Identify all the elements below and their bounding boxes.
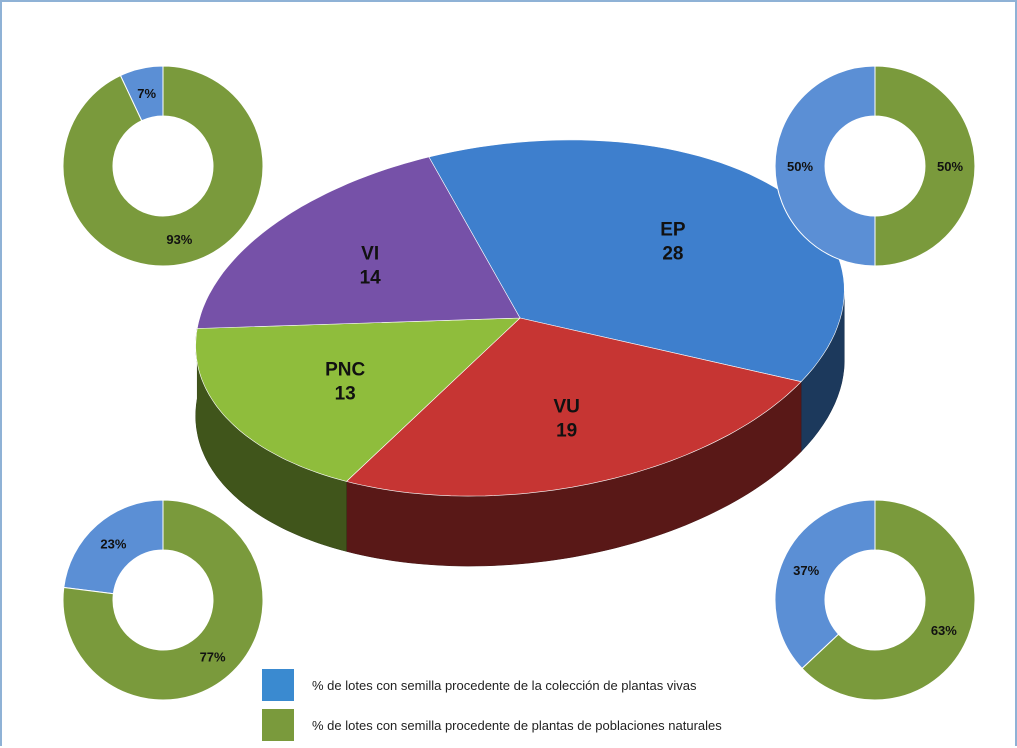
pie-slice-vi <box>196 156 521 329</box>
pie-label-pnc: PNC <box>325 359 365 380</box>
legend-swatch-naturales <box>262 709 294 741</box>
donut-bottom-right-label-vivas: 37% <box>793 563 819 578</box>
donut-top-left-label-vivas: 7% <box>137 86 156 101</box>
donut-top-right-segment-naturales <box>874 65 976 267</box>
donut-top-right-label-vivas: 50% <box>787 159 813 174</box>
legend-label-naturales: % de lotes con semilla procedente de pla… <box>312 717 722 733</box>
donut-top-right-segment-vivas <box>774 65 876 267</box>
pie-value-vu: 19 <box>556 420 577 441</box>
pie-label-vu: VU <box>553 396 579 417</box>
donut-top-left-label-naturales: 93% <box>166 232 192 247</box>
donut-top-right-label-naturales: 50% <box>937 159 963 174</box>
legend-item-naturales: % de lotes con semilla procedente de pla… <box>262 709 722 741</box>
pie-label-ep: EP <box>660 220 686 241</box>
donut-bottom-right-segment-vivas <box>774 499 876 670</box>
legend-label-vivas: % de lotes con semilla procedente de la … <box>312 677 697 693</box>
donut-bottom-left-segment-vivas <box>63 499 164 595</box>
donut-bottom-left-label-vivas: 23% <box>100 537 126 552</box>
pie-label-vi: VI <box>361 243 379 264</box>
donut-bottom-right-segment-naturales <box>801 499 976 701</box>
donut-top-left-segment-naturales <box>62 65 264 267</box>
donut-bottom-right-label-naturales: 63% <box>931 623 957 638</box>
donut-bottom-left-segment-naturales <box>62 499 264 701</box>
main-pie-chart: EP 28 VU 19 PNC 13 VI 14 <box>195 139 845 567</box>
pie-value-ep: 28 <box>662 244 683 265</box>
legend-item-vivas: % de lotes con semilla procedente de la … <box>262 669 696 701</box>
pie-slice-vu <box>345 317 802 497</box>
pie-slice-ep <box>428 139 845 383</box>
donut-charts: 7% 93% 50% 50% 23% 77% 37% 63% <box>62 65 976 701</box>
donut-bottom-left-label-naturales: 77% <box>200 649 226 664</box>
legend-swatch-vivas <box>262 669 294 701</box>
pie-value-vi: 14 <box>360 267 382 288</box>
pie-value-pnc: 13 <box>335 383 356 404</box>
pie-slice-pnc <box>195 317 521 482</box>
